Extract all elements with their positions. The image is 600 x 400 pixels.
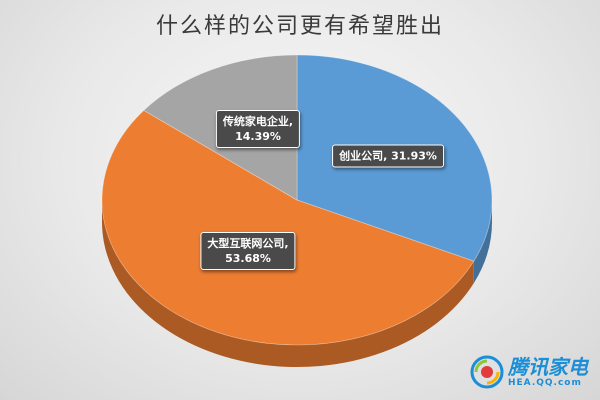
slice-label-0-value: 31.93% <box>391 149 437 163</box>
slice-label-2: 传统家电企业, 14.39% <box>215 110 301 148</box>
slice-label-1-name: 大型互联网公司, <box>207 237 289 250</box>
watermark: 腾讯家电 HEA.QQ.com <box>470 352 588 392</box>
pie-slice-1-side <box>102 200 474 367</box>
chart-title: 什么样的公司更有希望胜出 <box>155 14 444 39</box>
pie-slice-0-side <box>473 200 492 284</box>
slice-label-1: 大型互联网公司, 53.68% <box>200 232 296 270</box>
slice-label-2-name: 传统家电企业, <box>222 115 294 128</box>
pie-slice-1 <box>101 109 475 346</box>
watermark-name: 腾讯家电 <box>508 354 588 379</box>
slice-label-1-value: 53.68% <box>225 252 271 265</box>
slice-label-2-value: 14.39% <box>235 130 281 143</box>
slice-label-0: 创业公司, 31.93% <box>332 144 444 168</box>
watermark-url: HEA.QQ.com <box>508 377 582 388</box>
tencent-logo-icon <box>470 355 504 389</box>
slice-label-0-name: 创业公司 <box>339 149 384 163</box>
